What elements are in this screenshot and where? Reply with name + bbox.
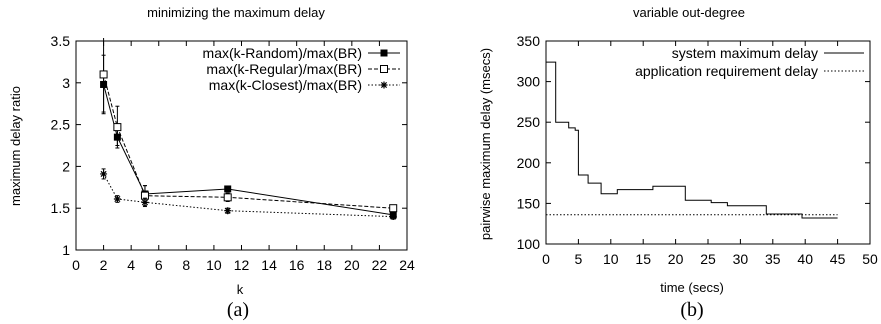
chart-a-x-tick-label: 2 <box>100 257 108 273</box>
chart-a-x-tick-label: 4 <box>127 257 135 273</box>
chart-b-x-tick-label: 35 <box>765 251 781 267</box>
chart-a-x-tick-label: 8 <box>182 257 190 273</box>
chart-a-caption: (a) <box>227 299 249 321</box>
chart-a-x-tick-label: 16 <box>289 257 305 273</box>
chart-a-ylabel: maximum delay ratio <box>8 86 23 206</box>
chart-a-series-2-line <box>103 74 394 209</box>
chart-a-x-tick-label: 24 <box>399 257 415 273</box>
chart-a-y-tick-label: 1 <box>62 242 70 258</box>
chart-a-series-3-point <box>141 198 149 206</box>
chart-b-ylabel: pairwise maximum delay (msecs) <box>478 48 493 240</box>
chart-a-y-tick-label: 3.5 <box>51 33 71 49</box>
chart-b-x-tick-label: 20 <box>668 251 684 267</box>
chart-a-series-2-point <box>223 193 232 202</box>
chart-a-series-2-point <box>99 70 108 79</box>
chart-a-x-tick-label: 10 <box>206 257 222 273</box>
chart-a: minimizing the maximum delay 0 2 4 6 8 10 12 14… <box>8 5 415 321</box>
chart-a-xlabel: k <box>237 282 244 297</box>
chart-b-y-tick-label: 300 <box>517 74 541 90</box>
chart-a-series-1-point <box>224 185 232 193</box>
chart-b-x-tick-label: 40 <box>797 251 813 267</box>
chart-b-x-tick-label: 0 <box>542 251 550 267</box>
chart-a-series-2-point <box>389 204 398 213</box>
chart-b-y-tick-label: 250 <box>517 114 541 130</box>
chart-a-series-2-point <box>113 123 122 132</box>
chart-a-series-1-legend-label: max(k-Random)/max(BR) <box>203 45 362 61</box>
chart-b-caption: (b) <box>680 299 703 321</box>
chart-b-x-tick-label: 45 <box>830 251 846 267</box>
chart-a-x-tick-label: 18 <box>316 257 332 273</box>
chart-a-x-tick-label: 20 <box>344 257 360 273</box>
chart-a-series-1-legend-marker <box>380 49 388 57</box>
chart-b-series-2-legend-label: application requirement delay <box>635 63 818 79</box>
chart-b-x-tick-label: 50 <box>862 251 878 267</box>
chart-a-series-3-legend-marker <box>380 81 388 89</box>
chart-b-y-tick-label: 350 <box>517 33 541 49</box>
chart-b-x-tick-label: 10 <box>603 251 619 267</box>
chart-a-series-3-point <box>113 195 121 203</box>
chart-b-series-1-line <box>546 61 838 219</box>
chart-a-series-3-point <box>224 207 232 215</box>
chart-b-y-tick-label: 100 <box>517 236 541 252</box>
chart-a-series-3-point <box>100 170 108 178</box>
chart-b: variable out-degree 0 5 10 15 20 25 30 35 40 45 50… <box>478 5 878 321</box>
chart-a-y-tick-label: 1.5 <box>51 200 71 216</box>
chart-a-series-3-point <box>389 213 397 221</box>
chart-a-y-tick-label: 3 <box>62 75 70 91</box>
chart-a-x-tick-label: 14 <box>261 257 277 273</box>
chart-b-xlabel: time (secs) <box>660 280 724 295</box>
chart-b-x-tick-label: 25 <box>700 251 716 267</box>
chart-a-y-tick-label: 2.5 <box>51 117 71 133</box>
chart-a-x-tick-label: 0 <box>72 257 80 273</box>
chart-b-title: variable out-degree <box>633 5 745 20</box>
chart-b-y-tick-label: 150 <box>517 195 541 211</box>
chart-b-x-tick-label: 5 <box>575 251 583 267</box>
chart-a-x-tick-label: 12 <box>234 257 250 273</box>
chart-b-y-tick-label: 200 <box>517 155 541 171</box>
chart-a-x-tick-label: 22 <box>372 257 388 273</box>
chart-b-series-1-legend-label: system maximum delay <box>672 45 818 61</box>
chart-a-series-3-legend-label: max(k-Closest)/max(BR) <box>209 77 362 93</box>
chart-b-x-tick-label: 30 <box>733 251 749 267</box>
chart-a-title: minimizing the maximum delay <box>147 5 325 20</box>
chart-a-series-2-legend-label: max(k-Regular)/max(BR) <box>206 61 362 77</box>
chart-a-x-tick-label: 6 <box>155 257 163 273</box>
chart-a-series-2-legend-marker <box>380 65 388 73</box>
chart-a-y-tick-label: 2 <box>62 158 70 174</box>
chart-b-x-tick-label: 15 <box>635 251 651 267</box>
